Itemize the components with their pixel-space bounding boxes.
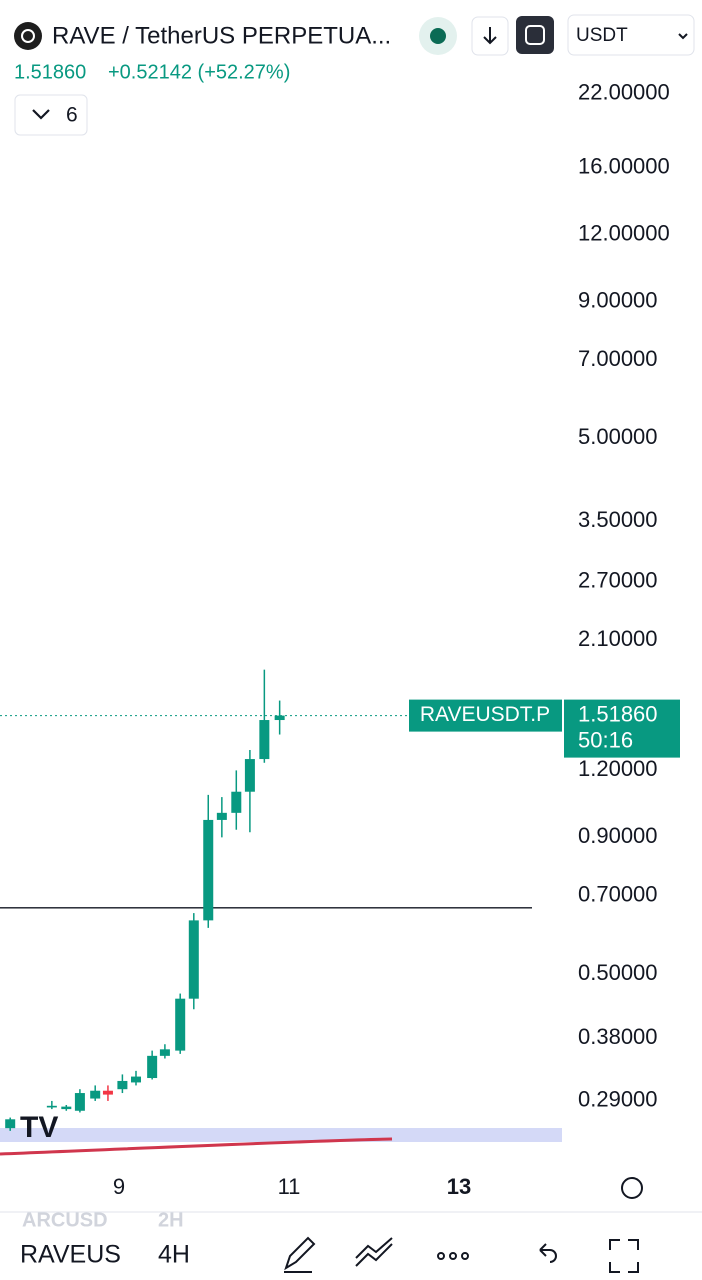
y-tick-label: 22.00000 xyxy=(578,79,670,104)
status-dot xyxy=(430,28,446,44)
candle-body xyxy=(131,1076,141,1083)
download-icon xyxy=(483,27,497,45)
candle-body xyxy=(74,1093,85,1111)
y-tick-label: 5.00000 xyxy=(578,424,658,449)
candle-body xyxy=(188,920,199,999)
undo-button[interactable] xyxy=(539,1243,557,1263)
symbol-logo xyxy=(14,22,42,50)
y-tick-label: 12.00000 xyxy=(578,220,670,245)
tv-logo: TV xyxy=(20,1111,58,1144)
chevron xyxy=(32,109,50,120)
candle-body xyxy=(231,791,242,813)
candle-body xyxy=(216,812,227,820)
candle-body xyxy=(159,1049,170,1056)
last-price: 1.51860 xyxy=(14,61,86,83)
settings-icon[interactable] xyxy=(621,1177,643,1199)
candle-body xyxy=(274,715,285,721)
x-tick-label: 13 xyxy=(447,1174,471,1199)
candle-body xyxy=(203,819,214,921)
y-tick-label: 0.29000 xyxy=(578,1087,658,1112)
indicator-count: 6 xyxy=(66,104,78,127)
prev-symbol: ARCUSD xyxy=(22,1209,108,1231)
y-tick-label: 2.10000 xyxy=(578,626,658,651)
price-tag-value: 1.51860 xyxy=(578,701,658,726)
candle-body xyxy=(90,1090,101,1099)
candle-body xyxy=(259,720,270,760)
volume-band xyxy=(0,1128,562,1142)
y-tick-label: 0.90000 xyxy=(578,823,658,848)
price-tag xyxy=(564,699,680,758)
indicator-toggle[interactable] xyxy=(14,94,88,136)
y-tick-label: 9.00000 xyxy=(578,287,658,312)
logo-mark xyxy=(21,29,35,43)
interval-button[interactable]: 4H xyxy=(158,1241,190,1269)
layout-icon xyxy=(525,25,545,45)
symbol-tag-label: RAVEUSDT.P xyxy=(420,703,550,726)
quote-select[interactable] xyxy=(567,14,695,56)
candle-body xyxy=(175,998,186,1051)
y-tick-label: 1.20000 xyxy=(578,756,658,781)
candle-body xyxy=(46,1105,57,1108)
symbol-tag xyxy=(409,699,562,732)
draw-tool[interactable] xyxy=(284,1236,316,1273)
fullscreen-button[interactable] xyxy=(609,1239,639,1273)
candle-body xyxy=(61,1106,72,1110)
y-tick-label: 3.50000 xyxy=(578,507,658,532)
y-tick-label: 7.00000 xyxy=(578,346,658,371)
select-arrow xyxy=(678,33,688,40)
more-button[interactable] xyxy=(437,1252,469,1260)
price-tag-countdown: 50:16 xyxy=(578,727,633,752)
moving-average xyxy=(0,1137,393,1156)
candle-body xyxy=(102,1090,113,1095)
candle-body xyxy=(147,1055,158,1079)
x-tick-label: 9 xyxy=(113,1174,125,1199)
layout-button[interactable] xyxy=(516,16,554,54)
prev-interval: 2H xyxy=(158,1209,184,1231)
y-tick-label: 0.70000 xyxy=(578,882,658,907)
price-change: +0.52142 (+52.27%) xyxy=(108,61,290,83)
candle-body xyxy=(117,1080,128,1090)
y-tick-label: 0.50000 xyxy=(578,960,658,985)
symbol-button[interactable]: RAVEUS xyxy=(20,1241,121,1269)
y-tick-label: 0.38000 xyxy=(578,1024,658,1049)
candle-body xyxy=(5,1119,16,1129)
x-tick-label: 11 xyxy=(278,1174,301,1199)
symbol-title[interactable]: RAVE / TetherUS PERPETUA... xyxy=(52,22,391,49)
candle-body xyxy=(244,759,255,792)
indicators-tool[interactable] xyxy=(355,1237,393,1267)
y-tick-label: 2.70000 xyxy=(578,567,658,592)
quote-label: USDT xyxy=(576,25,628,46)
y-tick-label: 16.00000 xyxy=(578,153,670,178)
